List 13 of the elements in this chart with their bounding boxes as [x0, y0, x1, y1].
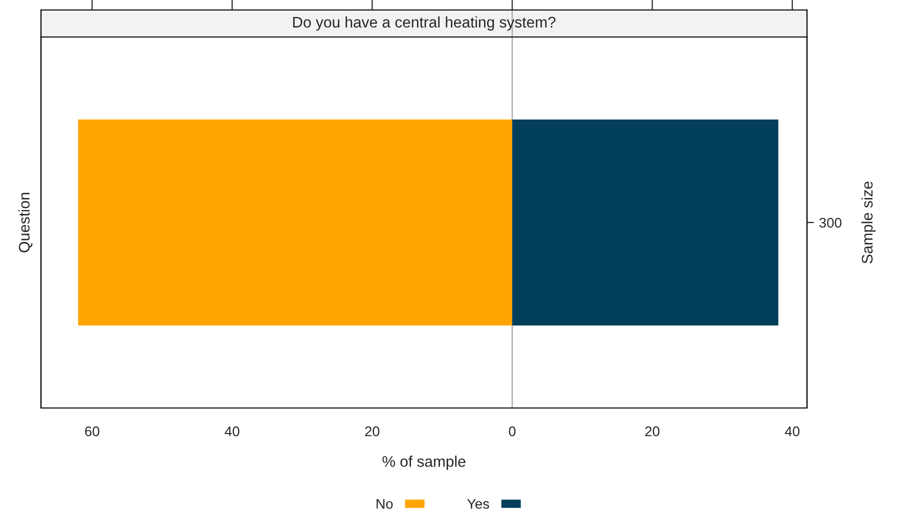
- x-tick-label: 20: [645, 426, 660, 436]
- legend-label: Yes: [467, 499, 490, 509]
- legend-label: No: [376, 499, 393, 509]
- x-tick-label: 60: [85, 426, 100, 436]
- text: 300: [819, 218, 842, 228]
- x-tick-label: 0: [508, 426, 516, 436]
- x-tick-label: 40: [784, 426, 800, 436]
- chart-title: Do you have a central heating system?: [293, 16, 556, 31]
- x-axis-title: % of sample: [382, 456, 466, 470]
- y-axis-title: Question: [18, 192, 32, 252]
- y2-axis-title: Sample size: [861, 182, 876, 264]
- x-tick-label: 20: [365, 426, 380, 436]
- x-tick-label: 40: [224, 426, 240, 436]
